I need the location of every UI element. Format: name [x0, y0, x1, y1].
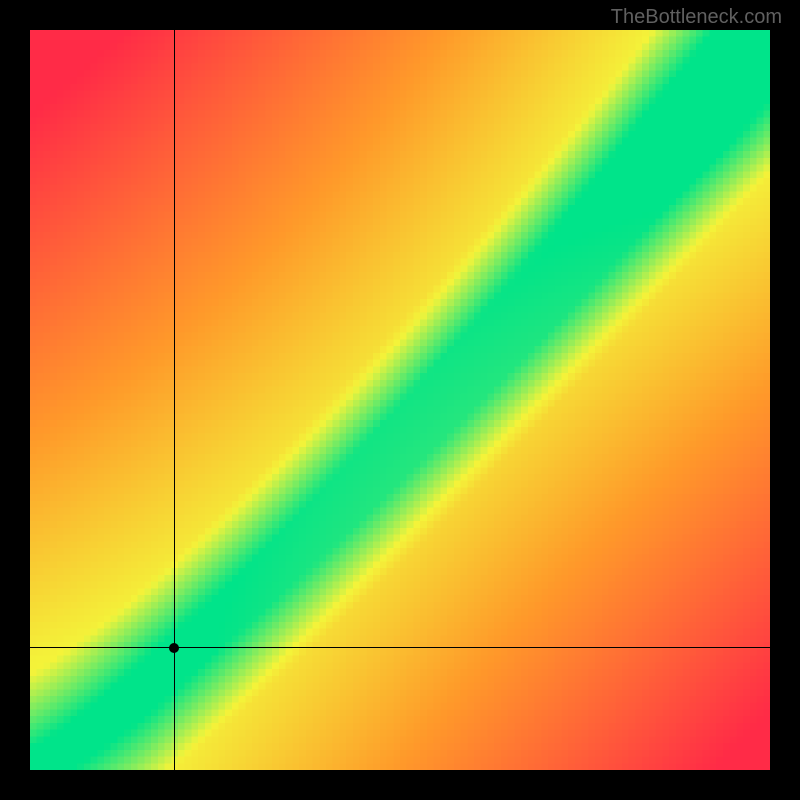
plot-area	[30, 30, 770, 770]
bottleneck-heatmap	[30, 30, 770, 770]
chart-container: TheBottleneck.com	[0, 0, 800, 800]
watermark-text: TheBottleneck.com	[611, 6, 782, 29]
